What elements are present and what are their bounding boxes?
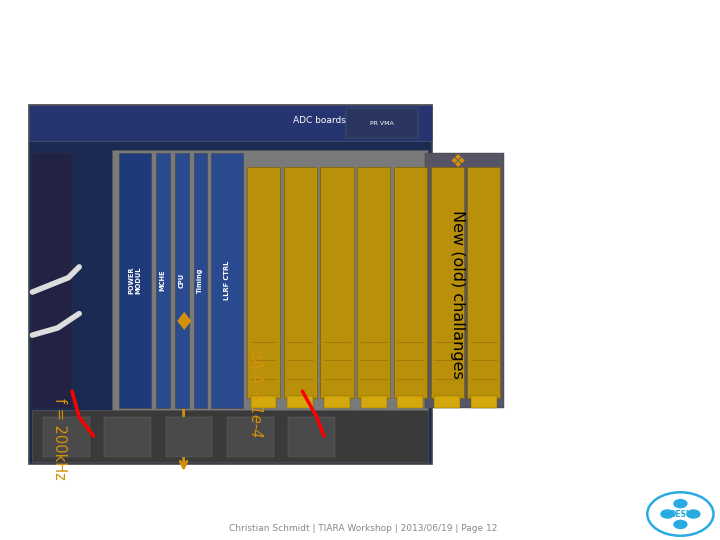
FancyBboxPatch shape	[434, 396, 460, 408]
FancyBboxPatch shape	[251, 396, 276, 408]
FancyBboxPatch shape	[287, 396, 313, 408]
FancyBboxPatch shape	[284, 167, 317, 398]
FancyBboxPatch shape	[361, 396, 387, 408]
FancyBboxPatch shape	[288, 417, 335, 457]
FancyBboxPatch shape	[467, 167, 500, 398]
FancyBboxPatch shape	[471, 396, 497, 408]
FancyBboxPatch shape	[394, 167, 427, 398]
FancyBboxPatch shape	[175, 152, 189, 408]
Circle shape	[673, 519, 688, 529]
FancyBboxPatch shape	[32, 152, 72, 408]
Text: CPU: CPU	[179, 273, 184, 288]
Circle shape	[686, 509, 701, 519]
Text: dA/A ~ 1e-4: dA/A ~ 1e-4	[248, 349, 263, 438]
Text: POWER
MODUL: POWER MODUL	[128, 266, 141, 294]
Circle shape	[660, 509, 675, 519]
FancyBboxPatch shape	[425, 152, 504, 408]
FancyBboxPatch shape	[247, 167, 280, 398]
FancyBboxPatch shape	[32, 410, 428, 462]
FancyBboxPatch shape	[211, 152, 243, 408]
Text: Christian Schmidt | TIARA Workshop | 2013/06/19 | Page 12: Christian Schmidt | TIARA Workshop | 201…	[230, 524, 498, 532]
FancyBboxPatch shape	[119, 152, 151, 408]
FancyBboxPatch shape	[43, 417, 90, 457]
FancyBboxPatch shape	[357, 167, 390, 398]
Text: MCHE: MCHE	[160, 269, 166, 291]
Text: f = 200kHz: f = 200kHz	[53, 397, 67, 480]
FancyBboxPatch shape	[29, 105, 432, 464]
Text: LLRF CTRL: LLRF CTRL	[224, 260, 230, 300]
FancyBboxPatch shape	[29, 105, 432, 141]
FancyBboxPatch shape	[324, 396, 350, 408]
Text: ADC boards: ADC boards	[292, 116, 346, 125]
FancyBboxPatch shape	[346, 107, 418, 138]
FancyBboxPatch shape	[397, 396, 423, 408]
FancyBboxPatch shape	[431, 167, 464, 398]
FancyBboxPatch shape	[227, 417, 274, 457]
FancyBboxPatch shape	[156, 152, 170, 408]
FancyBboxPatch shape	[112, 150, 428, 413]
FancyBboxPatch shape	[194, 152, 207, 408]
FancyBboxPatch shape	[320, 167, 354, 398]
Circle shape	[673, 499, 688, 508]
Text: ♦: ♦	[172, 310, 195, 335]
Text: New (old) challanges: New (old) challanges	[450, 210, 464, 379]
Text: DESY: DESY	[669, 510, 692, 518]
FancyBboxPatch shape	[104, 417, 151, 457]
Text: Timing: Timing	[197, 267, 203, 293]
FancyBboxPatch shape	[166, 417, 212, 457]
Text: MTCA.4 based LLRF measurements at FLASH: MTCA.4 based LLRF measurements at FLASH	[13, 23, 680, 50]
Text: ❖: ❖	[449, 153, 465, 171]
Text: PR VMA: PR VMA	[370, 120, 393, 125]
